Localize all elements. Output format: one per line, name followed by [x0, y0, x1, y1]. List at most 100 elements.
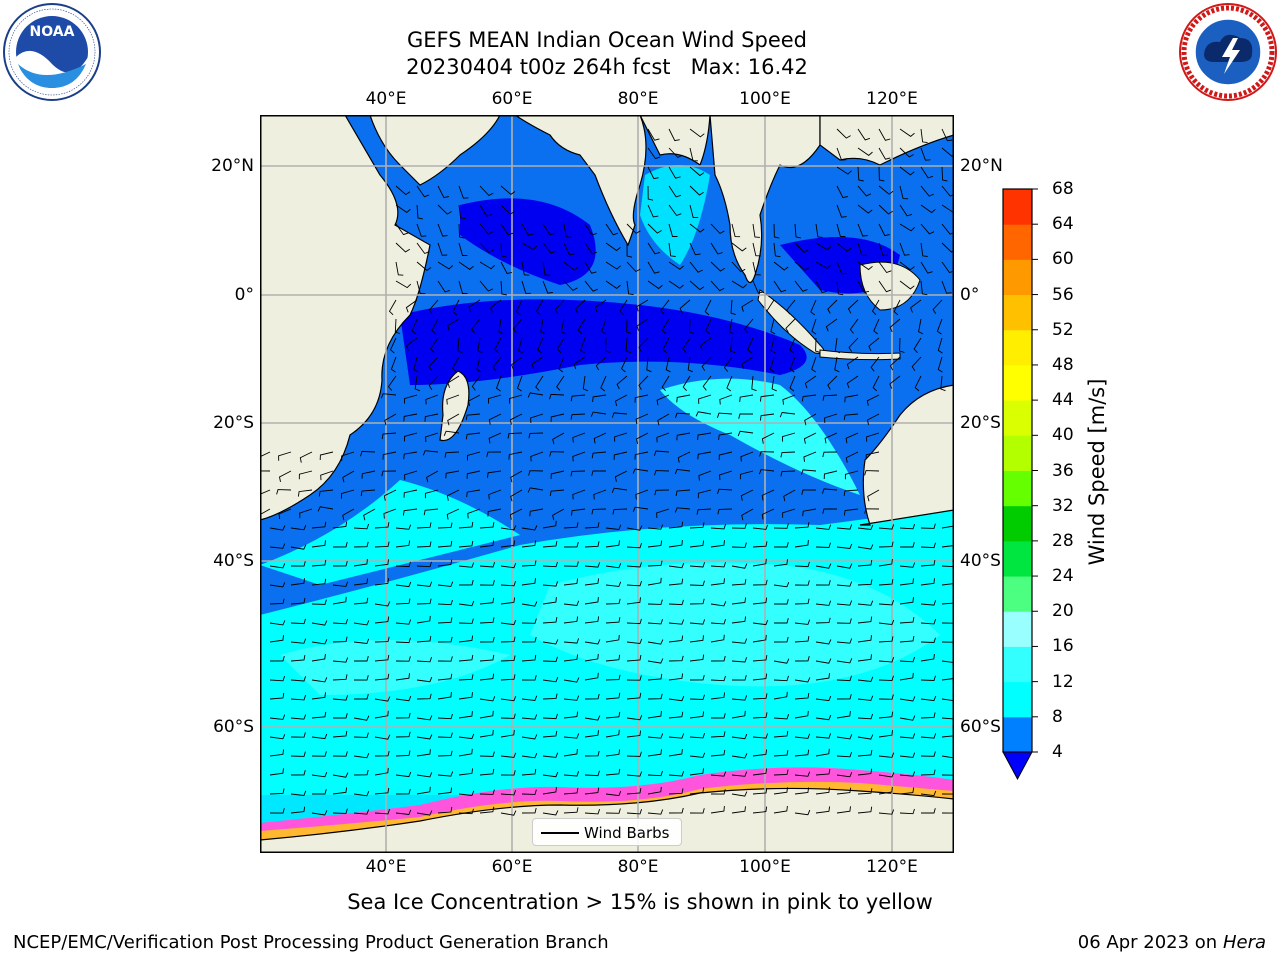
wind-barb [625, 337, 632, 354]
wind-barb [311, 521, 327, 529]
lat-label-right: 20°N [960, 156, 1003, 176]
wind-barb [395, 581, 412, 588]
wind-barb [899, 752, 916, 758]
wind-barb [437, 522, 453, 529]
wind-barb [361, 470, 376, 479]
wind-barb [563, 711, 579, 719]
wind-barb [395, 771, 412, 778]
wind-barb [815, 639, 832, 645]
wind-barb [878, 809, 895, 815]
wind-barb [458, 540, 474, 548]
wind-barb [580, 337, 586, 354]
wind-barb [354, 655, 369, 662]
wind-barb [290, 769, 306, 776]
wind-barb [278, 508, 292, 520]
wind-barb [458, 562, 475, 568]
wind-barb [317, 506, 334, 512]
wind-barb [626, 318, 632, 334]
wind-barb [836, 280, 844, 296]
wind-barb [783, 489, 796, 502]
wind-barb [290, 694, 307, 701]
wind-barb [941, 602, 954, 605]
wind-barb [920, 712, 936, 719]
wind-barb [374, 710, 389, 719]
map-legend: Wind Barbs [532, 818, 682, 846]
wind-barb [626, 788, 642, 795]
wind-barb [500, 185, 516, 195]
wind-barb [836, 204, 847, 218]
lon-label-bottom: 100°E [739, 857, 791, 877]
wind-barb [389, 337, 397, 354]
wind-barb [332, 636, 348, 643]
wind-barb [591, 508, 607, 515]
wind-barb [500, 562, 517, 569]
footer-date-text: 06 Apr 2023 on [1077, 932, 1223, 953]
wind-barb [353, 638, 370, 644]
wind-barb [804, 413, 817, 426]
wind-barb [752, 280, 764, 294]
wind-barb [437, 617, 453, 624]
wind-barb [395, 788, 411, 795]
wind-barb [845, 451, 859, 463]
wind-barb [647, 128, 660, 141]
wind-barb [827, 299, 838, 314]
wind-barb [437, 581, 454, 587]
wind-barb [458, 185, 469, 199]
wind-barb [920, 166, 934, 179]
wind-barb [682, 337, 691, 353]
wind-barb [542, 242, 556, 254]
colorbar-segment [1003, 540, 1032, 577]
wind-barb [857, 147, 873, 156]
wind-barb [500, 636, 516, 643]
wind-barb [761, 489, 775, 501]
wind-barb [260, 489, 271, 495]
wind-barb [761, 508, 775, 520]
wind-barb [299, 508, 313, 519]
wind-barb [741, 508, 754, 521]
footer-date: 06 Apr 2023 on Hera [1078, 932, 1266, 953]
wind-barb [689, 619, 706, 625]
wind-barb [332, 521, 348, 529]
lat-label-right: 60°S [960, 717, 1001, 737]
wind-barb [479, 242, 494, 253]
wind-barb [689, 280, 705, 291]
wind-barb [395, 185, 411, 196]
wind-barb [571, 508, 586, 516]
wind-barb [572, 432, 586, 443]
wind-barb [488, 394, 502, 404]
wind-barb [290, 618, 306, 625]
wind-barb [815, 542, 831, 548]
wind-barb [794, 710, 809, 719]
wind-barb [353, 732, 369, 738]
wind-barb [857, 635, 872, 643]
wind-barb [914, 375, 922, 392]
wind-barb [794, 771, 811, 777]
wind-barb [668, 128, 680, 142]
wind-barb [836, 261, 847, 275]
wind-barb [689, 166, 705, 177]
wind-barb [500, 597, 516, 605]
wind-barb [920, 147, 931, 161]
wind-barb [773, 242, 781, 258]
wind-barb [794, 692, 810, 700]
lat-label-left: 20°N [211, 156, 254, 176]
wind-barb [395, 750, 411, 757]
wind-barb [416, 204, 423, 220]
map-panel: Wind Barbs [260, 115, 954, 853]
lat-label-left: 60°S [213, 717, 254, 737]
wind-barb [605, 581, 622, 587]
wind-barb [836, 787, 852, 795]
wind-barb [920, 637, 936, 643]
wind-barb [542, 261, 551, 276]
wind-barb [563, 638, 580, 644]
wind-barb [605, 261, 621, 270]
wind-barb [584, 693, 600, 700]
wind-barb [773, 805, 788, 814]
wind-barb [773, 280, 787, 293]
wind-barb [878, 280, 892, 293]
wind-barb [770, 318, 776, 335]
wind-barb [900, 542, 915, 548]
wind-barb [773, 730, 789, 738]
wind-barb [676, 432, 691, 441]
wind-barb [920, 653, 935, 662]
